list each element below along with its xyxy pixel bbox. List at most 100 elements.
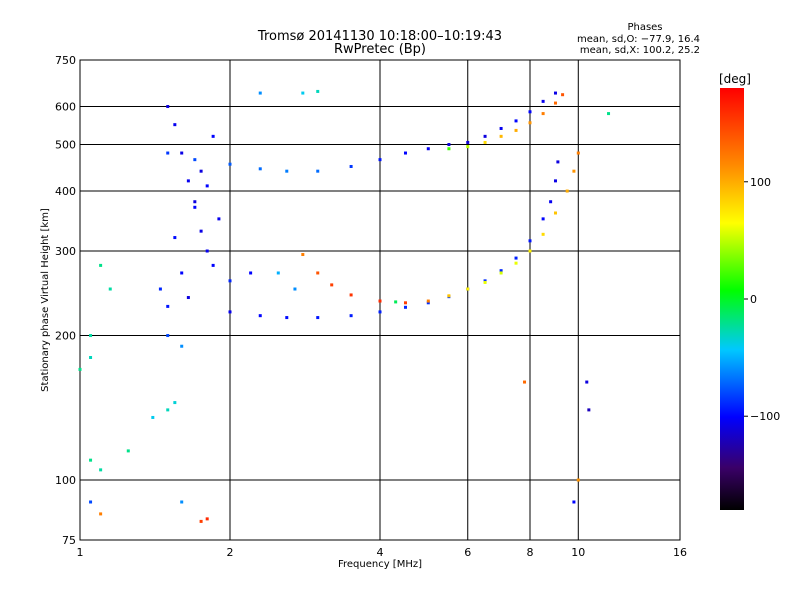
data-point <box>316 316 320 320</box>
data-point <box>378 310 382 314</box>
colorbar-tick-label: 0 <box>750 293 757 306</box>
data-point <box>585 380 589 384</box>
data-point <box>499 271 503 275</box>
data-point <box>403 305 407 309</box>
colorbar-ticks: 100 0 −100 <box>744 176 780 423</box>
data-point <box>193 158 197 162</box>
data-point <box>173 401 177 405</box>
data-point <box>587 408 591 412</box>
data-point <box>349 314 353 318</box>
colorbar-label: [deg] <box>719 72 751 86</box>
data-point <box>483 140 487 144</box>
data-point <box>565 189 569 193</box>
data-point <box>514 119 518 123</box>
data-point <box>166 334 170 338</box>
data-point <box>228 162 232 166</box>
y-tick-label: 600 <box>55 101 76 114</box>
data-point <box>499 269 503 273</box>
data-point <box>99 263 103 267</box>
data-point <box>549 200 553 204</box>
data-point <box>466 145 470 149</box>
data-point <box>499 126 503 130</box>
data-point <box>316 89 320 93</box>
data-point <box>276 271 280 275</box>
chart-title: Tromsø 20141130 10:18:00–10:19:43 <box>257 29 502 44</box>
data-point <box>180 344 184 348</box>
y-tick-label: 300 <box>55 245 76 258</box>
data-point <box>211 263 215 267</box>
chart-subtitle: RwPretec (Bp) <box>334 42 426 57</box>
data-point <box>528 249 532 253</box>
y-tick-label: 500 <box>55 139 76 152</box>
data-point <box>572 169 576 173</box>
data-point <box>378 299 382 303</box>
data-point <box>193 205 197 209</box>
data-point <box>483 280 487 284</box>
data-point <box>466 140 470 144</box>
x-tick-label: 1 <box>77 546 84 559</box>
x-tick-label: 6 <box>464 546 471 559</box>
stats-x-mode: mean, sd,X: 100.2, 25.2 <box>580 45 700 56</box>
data-point <box>166 408 170 412</box>
data-point <box>180 271 184 275</box>
data-point <box>180 151 184 155</box>
data-point <box>514 261 518 265</box>
data-point <box>258 314 262 318</box>
data-point <box>330 283 334 287</box>
data-point <box>108 287 112 291</box>
data-points <box>78 89 611 523</box>
data-point <box>447 143 451 147</box>
y-tick-label: 200 <box>55 330 76 343</box>
data-point <box>553 179 557 183</box>
data-point <box>426 299 430 303</box>
data-point <box>151 415 155 419</box>
x-tick-label: 4 <box>377 546 384 559</box>
data-point <box>211 134 215 138</box>
data-point <box>89 355 93 359</box>
data-point <box>316 271 320 275</box>
data-point <box>561 93 565 97</box>
data-point <box>193 200 197 204</box>
data-point <box>166 105 170 109</box>
data-point <box>553 91 557 95</box>
data-point <box>173 123 177 127</box>
data-point <box>576 478 580 482</box>
data-point <box>466 287 470 291</box>
data-point <box>293 287 297 291</box>
data-point <box>285 169 289 173</box>
data-point <box>541 99 545 103</box>
data-point <box>316 169 320 173</box>
x-tick-label: 2 <box>227 546 234 559</box>
grid-lines <box>80 60 680 540</box>
data-point <box>186 296 190 300</box>
data-point <box>173 236 177 240</box>
data-point <box>572 500 576 504</box>
data-point <box>541 217 545 221</box>
data-point <box>199 519 203 523</box>
data-point <box>394 300 398 304</box>
data-point <box>158 287 162 291</box>
data-point <box>528 110 532 114</box>
data-point <box>514 256 518 260</box>
colorbar <box>720 88 744 510</box>
data-point <box>426 301 430 305</box>
data-point <box>541 232 545 236</box>
data-point <box>166 151 170 155</box>
data-point <box>403 301 407 305</box>
data-point <box>249 271 253 275</box>
data-point <box>301 253 305 257</box>
y-tick-label: 100 <box>55 474 76 487</box>
data-point <box>403 151 407 155</box>
data-point <box>483 134 487 138</box>
data-point <box>576 151 580 155</box>
y-axis-label: Stationary phase Virtual Height [km] <box>40 208 51 392</box>
x-axis-label: Frequency [MHz] <box>338 559 422 570</box>
data-point <box>180 500 184 504</box>
data-point <box>199 169 203 173</box>
data-point <box>99 468 103 472</box>
data-point <box>378 158 382 162</box>
data-point <box>556 160 560 164</box>
data-point <box>528 121 532 125</box>
data-point <box>89 458 93 462</box>
